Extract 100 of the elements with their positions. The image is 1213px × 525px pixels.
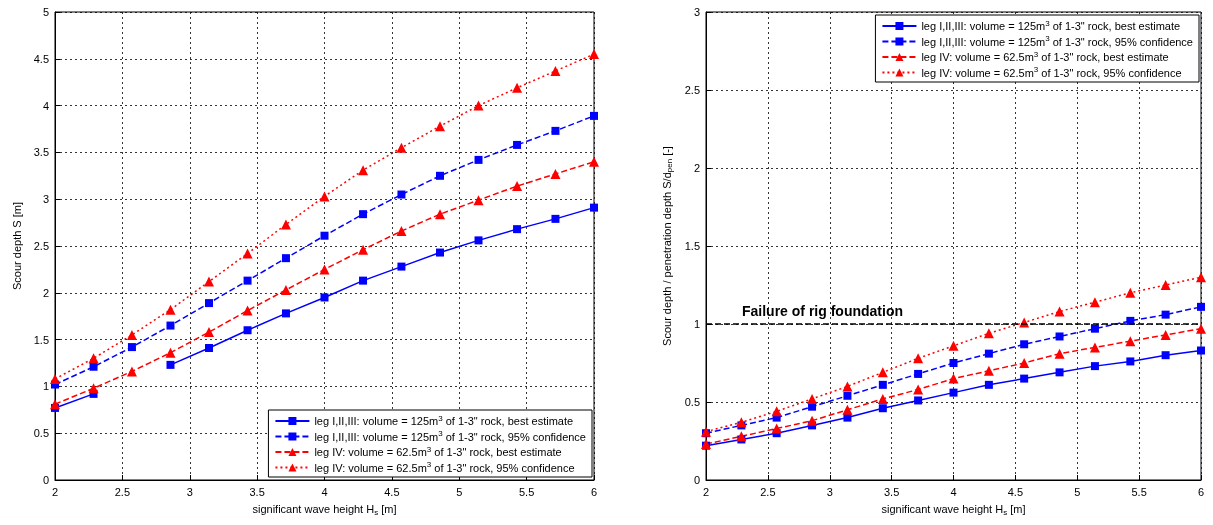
- point: [771, 406, 782, 417]
- point: [243, 276, 252, 285]
- y-tick-label: 1.5: [33, 333, 49, 346]
- point: [807, 415, 818, 426]
- point: [358, 165, 369, 176]
- point: [949, 359, 958, 367]
- point: [1125, 287, 1136, 298]
- x-tick-label: 4.5: [1007, 485, 1024, 498]
- point: [242, 248, 253, 259]
- point: [877, 367, 888, 378]
- y-tick-label: 1: [693, 318, 700, 330]
- point: [1055, 332, 1064, 341]
- x-tick-label: 5.5: [1131, 485, 1147, 498]
- point: [1196, 272, 1206, 283]
- point: [551, 214, 560, 223]
- x-tick-label: 5.5: [518, 485, 535, 498]
- point: [736, 417, 747, 428]
- point: [435, 171, 444, 180]
- point: [434, 209, 445, 220]
- point: [1019, 358, 1030, 368]
- point: [473, 100, 484, 111]
- y-tick-label: 0.5: [33, 427, 49, 440]
- point: [878, 404, 887, 413]
- y-tick-label: 3: [693, 6, 700, 18]
- point: [513, 225, 522, 234]
- x-tick-label: 3: [186, 485, 193, 498]
- point: [590, 111, 598, 120]
- point: [88, 383, 99, 394]
- y-tick-label: 2.5: [33, 240, 49, 252]
- point: [165, 304, 176, 315]
- point: [397, 262, 406, 271]
- y-tick-label: 2: [42, 286, 49, 299]
- point: [1054, 306, 1065, 317]
- point: [474, 236, 483, 245]
- point: [1161, 310, 1170, 319]
- point: [204, 276, 215, 287]
- point: [205, 299, 214, 308]
- point: [1161, 351, 1170, 360]
- y-tick-label: 2.5: [684, 84, 700, 96]
- point: [589, 49, 599, 60]
- y-tick-label: 0.5: [684, 396, 700, 408]
- point: [243, 326, 252, 335]
- point: [1160, 280, 1171, 290]
- y-tick-label: 3: [42, 193, 49, 206]
- x-tick-label: 6: [1197, 485, 1205, 498]
- point: [358, 244, 369, 255]
- y-tick-label: 4.5: [33, 52, 49, 65]
- x-tick-label: 2.5: [760, 485, 776, 498]
- point: [280, 219, 291, 230]
- point: [589, 156, 599, 167]
- point: [736, 431, 747, 442]
- x-tick-label: 5: [456, 485, 463, 498]
- point: [127, 343, 136, 352]
- point: [166, 321, 175, 330]
- point: [842, 381, 853, 392]
- x-tick-label: 3: [826, 485, 833, 498]
- x-tick-label: 2: [51, 485, 59, 498]
- x-tick-label: 2: [702, 485, 710, 498]
- point: [914, 396, 923, 405]
- ref-line-label: Failure of rig foundation: [742, 303, 903, 319]
- point: [949, 388, 958, 397]
- x-tick-label: 2.5: [114, 485, 131, 498]
- point: [281, 309, 290, 318]
- point: [281, 254, 290, 263]
- point: [204, 327, 215, 338]
- y-tick-label: 1.5: [684, 240, 700, 252]
- point: [512, 181, 523, 192]
- point: [771, 423, 782, 434]
- point: [590, 203, 598, 212]
- x-tick-label: 4: [321, 485, 328, 498]
- point: [50, 373, 60, 384]
- point: [913, 353, 924, 364]
- y-tick-label: 5: [42, 6, 49, 18]
- point: [948, 373, 959, 384]
- point: [319, 264, 330, 275]
- point: [1090, 362, 1099, 371]
- point: [1196, 323, 1206, 334]
- point: [359, 276, 368, 285]
- point: [89, 362, 98, 371]
- point: [1197, 302, 1205, 311]
- point: [165, 347, 176, 358]
- point: [396, 142, 407, 153]
- point: [983, 365, 994, 376]
- point: [396, 226, 407, 237]
- point: [50, 399, 60, 410]
- x-tick-label: 4.5: [384, 485, 400, 498]
- point: [843, 391, 852, 400]
- point: [984, 349, 993, 358]
- point: [320, 231, 329, 240]
- point: [1089, 342, 1100, 353]
- point: [126, 329, 137, 340]
- point: [551, 126, 560, 135]
- point: [434, 121, 445, 132]
- point: [914, 369, 923, 378]
- point: [435, 248, 444, 257]
- y-tick-label: 2: [693, 162, 700, 174]
- point: [984, 380, 993, 389]
- x-tick-label: 6: [590, 485, 598, 498]
- x-tick-label: 3.5: [249, 485, 265, 498]
- point: [948, 340, 959, 351]
